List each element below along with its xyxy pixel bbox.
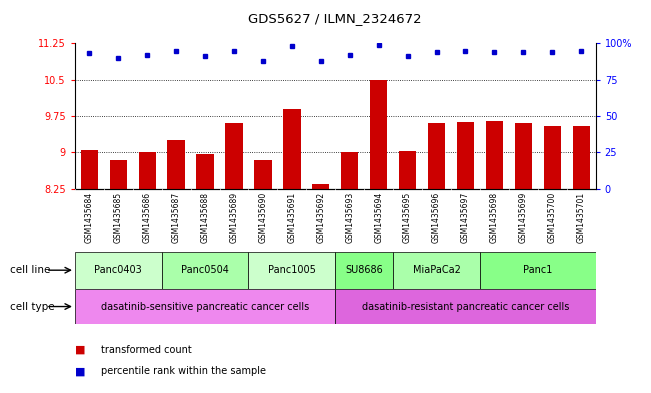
- Text: GSM1435697: GSM1435697: [461, 192, 470, 243]
- Bar: [399, 151, 416, 189]
- Text: Panc0403: Panc0403: [94, 265, 142, 275]
- Text: ■: ■: [75, 366, 85, 376]
- Text: GSM1435696: GSM1435696: [432, 192, 441, 243]
- Bar: [249, 252, 335, 289]
- Text: GDS5627 / ILMN_2324672: GDS5627 / ILMN_2324672: [249, 12, 422, 25]
- Bar: [515, 123, 532, 189]
- Text: GSM1435686: GSM1435686: [143, 192, 152, 243]
- Bar: [75, 289, 335, 324]
- Text: GSM1435690: GSM1435690: [258, 192, 268, 243]
- Text: GSM1435685: GSM1435685: [114, 192, 123, 243]
- Text: GSM1435699: GSM1435699: [519, 192, 528, 243]
- Text: ■: ■: [75, 345, 85, 355]
- Bar: [75, 252, 161, 289]
- Text: MiaPaCa2: MiaPaCa2: [413, 265, 460, 275]
- Bar: [572, 126, 590, 189]
- Bar: [486, 121, 503, 189]
- Text: GSM1435700: GSM1435700: [547, 192, 557, 243]
- Text: GSM1435693: GSM1435693: [345, 192, 354, 243]
- Text: Panc0504: Panc0504: [181, 265, 229, 275]
- Text: GSM1435688: GSM1435688: [201, 192, 210, 243]
- Text: GSM1435689: GSM1435689: [230, 192, 238, 243]
- Text: GSM1435687: GSM1435687: [172, 192, 180, 243]
- Bar: [167, 140, 185, 189]
- Bar: [341, 152, 359, 189]
- Bar: [544, 126, 561, 189]
- Bar: [312, 184, 329, 189]
- Bar: [335, 289, 596, 324]
- Text: Panc1: Panc1: [523, 265, 553, 275]
- Bar: [109, 160, 127, 189]
- Bar: [335, 252, 393, 289]
- Text: GSM1435694: GSM1435694: [374, 192, 383, 243]
- Bar: [81, 150, 98, 189]
- Bar: [255, 160, 271, 189]
- Text: dasatinib-sensitive pancreatic cancer cells: dasatinib-sensitive pancreatic cancer ce…: [101, 301, 309, 312]
- Bar: [139, 152, 156, 189]
- Bar: [197, 154, 214, 189]
- Bar: [480, 252, 596, 289]
- Text: GSM1435691: GSM1435691: [287, 192, 296, 243]
- Text: Panc1005: Panc1005: [268, 265, 316, 275]
- Text: transformed count: transformed count: [101, 345, 191, 355]
- Text: dasatinib-resistant pancreatic cancer cells: dasatinib-resistant pancreatic cancer ce…: [362, 301, 569, 312]
- Bar: [225, 123, 243, 189]
- Bar: [161, 252, 249, 289]
- Text: GSM1435695: GSM1435695: [403, 192, 412, 243]
- Bar: [370, 79, 387, 189]
- Text: cell line: cell line: [10, 265, 50, 275]
- Bar: [393, 252, 480, 289]
- Bar: [457, 122, 474, 189]
- Text: cell type: cell type: [10, 301, 55, 312]
- Text: GSM1435684: GSM1435684: [85, 192, 94, 243]
- Text: percentile rank within the sample: percentile rank within the sample: [101, 366, 266, 376]
- Text: GSM1435692: GSM1435692: [316, 192, 326, 243]
- Bar: [428, 123, 445, 189]
- Text: GSM1435698: GSM1435698: [490, 192, 499, 243]
- Text: SU8686: SU8686: [345, 265, 383, 275]
- Text: GSM1435701: GSM1435701: [577, 192, 586, 243]
- Bar: [283, 108, 301, 189]
